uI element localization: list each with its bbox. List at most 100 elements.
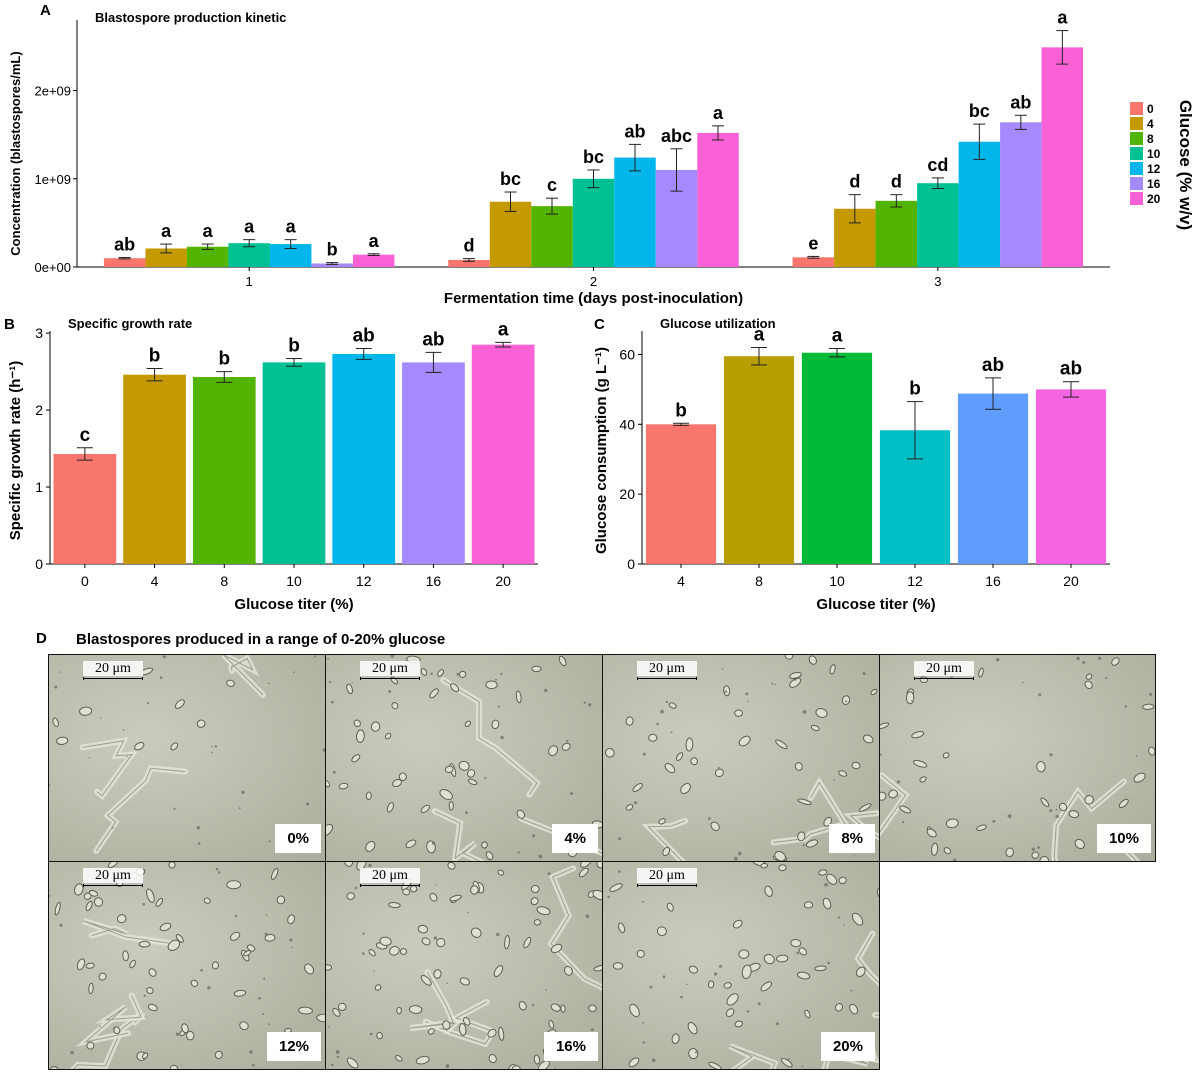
significance-label: bc xyxy=(969,101,990,121)
debris xyxy=(49,784,51,786)
blastospore xyxy=(141,1052,149,1060)
debris xyxy=(583,701,586,704)
debris xyxy=(746,1010,750,1013)
blastospore xyxy=(181,1023,189,1034)
significance-label: ab xyxy=(1060,359,1082,380)
blastospore xyxy=(738,949,750,959)
significance-label: d xyxy=(464,236,475,256)
debris xyxy=(215,867,219,871)
x-tick-label: 16 xyxy=(985,573,1001,589)
blastospore xyxy=(467,769,476,778)
bar-glucose-12 xyxy=(332,353,396,564)
blastospore xyxy=(88,889,99,897)
micrograph-12: 20 μm 12% xyxy=(48,861,326,1070)
scale-bar: 20 μm xyxy=(637,868,697,888)
y-axis-label: Specific growth rate (h⁻¹) xyxy=(7,361,24,541)
blastospore xyxy=(470,927,482,938)
legend-label-16: 16 xyxy=(1147,177,1161,191)
debris xyxy=(1021,681,1024,684)
scale-bar: 20 μm xyxy=(83,868,143,888)
blastospore xyxy=(370,721,381,732)
blastospore xyxy=(668,702,677,709)
debris xyxy=(445,1064,450,1068)
debris xyxy=(1038,693,1042,697)
blastospore xyxy=(211,961,220,970)
blastospore xyxy=(707,980,715,989)
blastospore xyxy=(804,1009,811,1019)
blastospore xyxy=(838,876,847,885)
blastospore xyxy=(326,964,333,971)
x-axis-label: Glucose titer (%) xyxy=(816,596,935,613)
blastospore xyxy=(855,966,866,978)
blastospore xyxy=(511,1065,521,1069)
blastospore xyxy=(337,1002,347,1012)
blastospore xyxy=(449,894,462,902)
blastospore xyxy=(1031,851,1040,859)
debris xyxy=(801,1065,804,1068)
blastospore xyxy=(775,739,788,750)
blastospore xyxy=(780,1058,793,1068)
blastospore xyxy=(420,975,432,986)
debris xyxy=(1055,808,1058,811)
blastospore xyxy=(690,757,698,766)
y-tick-label: 60 xyxy=(619,346,635,362)
bar-day1-glucose20 xyxy=(352,254,395,267)
bar-glucose-20 xyxy=(1035,389,1107,564)
blastospore xyxy=(436,937,446,948)
blastospore xyxy=(536,906,551,916)
legend-swatch-16 xyxy=(1130,177,1143,190)
x-tick-label: 2 xyxy=(590,274,597,289)
blastospore xyxy=(675,752,684,761)
debris xyxy=(824,883,828,887)
blastospore xyxy=(530,884,540,894)
debris xyxy=(642,1041,646,1044)
blastospore xyxy=(943,847,952,855)
scale-bar: 20 μm xyxy=(914,661,974,681)
debris xyxy=(670,731,673,734)
blastospore xyxy=(79,706,93,716)
bar-day2-glucose20 xyxy=(697,132,739,267)
significance-label: a xyxy=(754,324,765,345)
hypha-edge xyxy=(84,995,142,1043)
blastospore xyxy=(398,772,407,782)
blastospore xyxy=(1040,797,1050,808)
blastospore xyxy=(185,1030,195,1041)
bar-glucose-16 xyxy=(957,393,1029,564)
significance-label: b xyxy=(288,336,300,357)
debris xyxy=(844,700,847,703)
debris xyxy=(656,722,659,726)
y-tick-label: 1 xyxy=(35,479,43,495)
debris xyxy=(953,858,957,861)
blastospore xyxy=(287,914,296,925)
x-tick-label: 12 xyxy=(356,573,372,589)
blastospore xyxy=(247,944,256,952)
x-axis-label: Glucose titer (%) xyxy=(234,596,353,613)
debris xyxy=(362,932,365,935)
blastospore xyxy=(86,1041,95,1050)
x-axis-label: Fermentation time (days post-inoculation… xyxy=(444,290,743,307)
blastospore xyxy=(797,798,812,806)
blastospore xyxy=(851,912,864,926)
blastospore xyxy=(741,964,752,980)
significance-label: b xyxy=(218,349,230,370)
blastospore xyxy=(632,783,643,792)
blastospore xyxy=(155,897,164,907)
blastospore xyxy=(485,680,498,690)
blastospore xyxy=(687,1022,698,1035)
blastospore xyxy=(531,665,542,673)
blastospore xyxy=(558,655,567,667)
debris xyxy=(1098,656,1102,660)
blastospore xyxy=(560,1004,566,1013)
blastospore xyxy=(392,779,402,787)
debris xyxy=(850,989,853,992)
blastospore xyxy=(76,958,86,971)
blastospore xyxy=(636,949,645,958)
blastospore xyxy=(537,1060,550,1069)
debris xyxy=(1049,809,1053,813)
blastospore xyxy=(487,1028,497,1038)
blastospore xyxy=(351,754,361,763)
blastospore xyxy=(421,937,431,946)
legend-label-20: 20 xyxy=(1147,192,1161,206)
blastospore xyxy=(264,933,276,942)
